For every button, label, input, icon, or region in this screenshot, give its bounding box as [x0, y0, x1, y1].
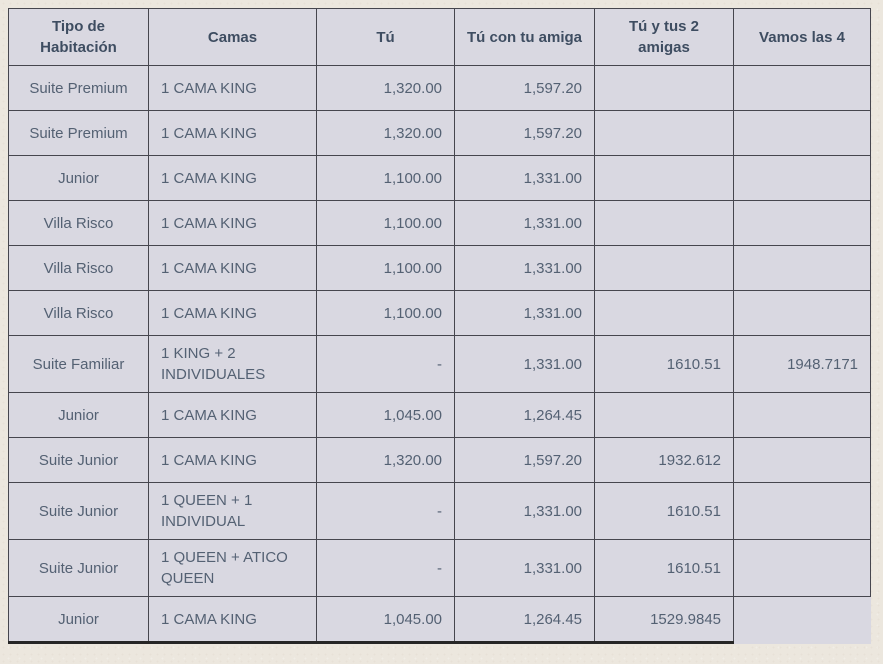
- cell-vamos-las-4: [733, 596, 871, 643]
- cell-tipo-de-habitacion: Junior: [8, 155, 149, 201]
- cell-tu-con-tu-amiga: 1,331.00: [454, 290, 595, 336]
- cell-tu-y-tus-2-amigas: 1932.612: [594, 437, 734, 483]
- cell-tu-y-tus-2-amigas: 1610.51: [594, 539, 734, 597]
- column-header-tipo-de-habitacion: Tipo de Habitación: [8, 8, 149, 66]
- cell-vamos-las-4: [733, 482, 871, 540]
- table-row: Villa Risco 1 CAMA KING 1,100.00 1,331.00: [8, 290, 871, 336]
- cell-tipo-de-habitacion: Junior: [8, 392, 149, 438]
- table-row: Suite Premium 1 CAMA KING 1,320.00 1,597.20: [8, 110, 871, 156]
- cell-tipo-de-habitacion: Suite Junior: [8, 539, 149, 597]
- column-header-tu: Tú: [316, 8, 455, 66]
- cell-tu-con-tu-amiga: 1,331.00: [454, 539, 595, 597]
- cell-camas: 1 CAMA KING: [148, 392, 317, 438]
- cell-vamos-las-4: 1948.7171: [733, 335, 871, 393]
- cell-camas: 1 CAMA KING: [148, 110, 317, 156]
- column-header-vamos-las-4: Vamos las 4: [733, 8, 871, 66]
- cell-vamos-las-4: [733, 290, 871, 336]
- cell-tu-y-tus-2-amigas: [594, 245, 734, 291]
- cell-tu-con-tu-amiga: 1,331.00: [454, 482, 595, 540]
- cell-camas: 1 CAMA KING: [148, 200, 317, 246]
- cell-vamos-las-4: [733, 200, 871, 246]
- room-rates-table: Tipo de Habitación Camas Tú Tú con tu am…: [8, 8, 871, 644]
- cell-tu-y-tus-2-amigas: [594, 290, 734, 336]
- cell-tipo-de-habitacion: Suite Junior: [8, 482, 149, 540]
- cell-tu-con-tu-amiga: 1,264.45: [454, 596, 595, 644]
- cell-tu: 1,100.00: [316, 155, 455, 201]
- cell-tu-y-tus-2-amigas: [594, 200, 734, 246]
- cell-camas: 1 QUEEN + ATICO QUEEN: [148, 539, 317, 597]
- cell-tu-con-tu-amiga: 1,264.45: [454, 392, 595, 438]
- cell-tipo-de-habitacion: Suite Familiar: [8, 335, 149, 393]
- cell-tu: 1,045.00: [316, 596, 455, 644]
- cell-tu-y-tus-2-amigas: 1610.51: [594, 482, 734, 540]
- cell-tipo-de-habitacion: Villa Risco: [8, 200, 149, 246]
- header-row: Tipo de Habitación Camas Tú Tú con tu am…: [8, 8, 871, 66]
- cell-vamos-las-4: [733, 437, 871, 483]
- cell-tu: 1,100.00: [316, 245, 455, 291]
- column-header-tu-con-tu-amiga: Tú con tu amiga: [454, 8, 595, 66]
- cell-tu-y-tus-2-amigas: 1610.51: [594, 335, 734, 393]
- table-row: Suite Familiar 1 KING + 2 INDIVIDUALES -1,…: [8, 335, 871, 393]
- cell-tipo-de-habitacion: Suite Premium: [8, 110, 149, 156]
- cell-camas: 1 CAMA KING: [148, 245, 317, 291]
- room-rates-table-header: Tipo de Habitación Camas Tú Tú con tu am…: [8, 8, 871, 66]
- cell-tu: -: [316, 482, 455, 540]
- table-row: Villa Risco 1 CAMA KING 1,100.00 1,331.00: [8, 200, 871, 246]
- cell-tipo-de-habitacion: Villa Risco: [8, 245, 149, 291]
- cell-tu-y-tus-2-amigas: [594, 155, 734, 201]
- room-rates-table-body: Suite Premium 1 CAMA KING 1,320.00 1,597.20…: [8, 65, 871, 644]
- cell-tipo-de-habitacion: Villa Risco: [8, 290, 149, 336]
- cell-tu: 1,320.00: [316, 437, 455, 483]
- cell-tu-con-tu-amiga: 1,597.20: [454, 437, 595, 483]
- cell-tu-y-tus-2-amigas: [594, 392, 734, 438]
- cell-camas: 1 CAMA KING: [148, 437, 317, 483]
- table-row: Junior 1 CAMA KING 1,100.00 1,331.00: [8, 155, 871, 201]
- cell-vamos-las-4: [733, 155, 871, 201]
- cell-vamos-las-4: [733, 245, 871, 291]
- cell-camas: 1 CAMA KING: [148, 290, 317, 336]
- cell-tu-y-tus-2-amigas: [594, 110, 734, 156]
- cell-camas: 1 KING + 2 INDIVIDUALES: [148, 335, 317, 393]
- cell-tu-con-tu-amiga: 1,331.00: [454, 335, 595, 393]
- cell-tu: 1,320.00: [316, 110, 455, 156]
- cell-tipo-de-habitacion: Suite Premium: [8, 65, 149, 111]
- cell-tu-con-tu-amiga: 1,331.00: [454, 155, 595, 201]
- cell-camas: 1 QUEEN + 1 INDIVIDUAL: [148, 482, 317, 540]
- cell-camas: 1 CAMA KING: [148, 65, 317, 111]
- cell-tipo-de-habitacion: Suite Junior: [8, 437, 149, 483]
- table-row: Suite Junior 1 QUEEN + ATICO QUEEN -1,331.…: [8, 539, 871, 597]
- cell-tu-con-tu-amiga: 1,331.00: [454, 200, 595, 246]
- cell-camas: 1 CAMA KING: [148, 596, 317, 644]
- cell-tu-con-tu-amiga: 1,597.20: [454, 65, 595, 111]
- table-row: Villa Risco 1 CAMA KING 1,100.00 1,331.00: [8, 245, 871, 291]
- cell-tu: 1,320.00: [316, 65, 455, 111]
- page-background: Tipo de Habitación Camas Tú Tú con tu am…: [8, 8, 871, 644]
- column-header-camas: Camas: [148, 8, 317, 66]
- column-header-tu-y-tus-2-amigas: Tú y tus 2 amigas: [594, 8, 734, 66]
- cell-tu: 1,100.00: [316, 200, 455, 246]
- table-row: Suite Premium 1 CAMA KING 1,320.00 1,597.20: [8, 65, 871, 111]
- table-row: Suite Junior 1 QUEEN + 1 INDIVIDUAL -1,331…: [8, 482, 871, 540]
- cell-tu: -: [316, 335, 455, 393]
- cell-tu-con-tu-amiga: 1,597.20: [454, 110, 595, 156]
- table-row: Junior 1 CAMA KING 1,045.00 1,264.45 1529.98…: [8, 596, 871, 644]
- cell-tu-y-tus-2-amigas: 1529.9845: [594, 596, 734, 644]
- cell-tu: -: [316, 539, 455, 597]
- cell-vamos-las-4: [733, 539, 871, 597]
- table-row: Junior 1 CAMA KING 1,045.00 1,264.45: [8, 392, 871, 438]
- cell-tu: 1,100.00: [316, 290, 455, 336]
- cell-vamos-las-4: [733, 392, 871, 438]
- cell-tipo-de-habitacion: Junior: [8, 596, 149, 644]
- cell-tu: 1,045.00: [316, 392, 455, 438]
- cell-camas: 1 CAMA KING: [148, 155, 317, 201]
- cell-vamos-las-4: [733, 110, 871, 156]
- cell-tu-con-tu-amiga: 1,331.00: [454, 245, 595, 291]
- table-row: Suite Junior 1 CAMA KING 1,320.00 1,597.20 1…: [8, 437, 871, 483]
- cell-tu-y-tus-2-amigas: [594, 65, 734, 111]
- cell-vamos-las-4: [733, 65, 871, 111]
